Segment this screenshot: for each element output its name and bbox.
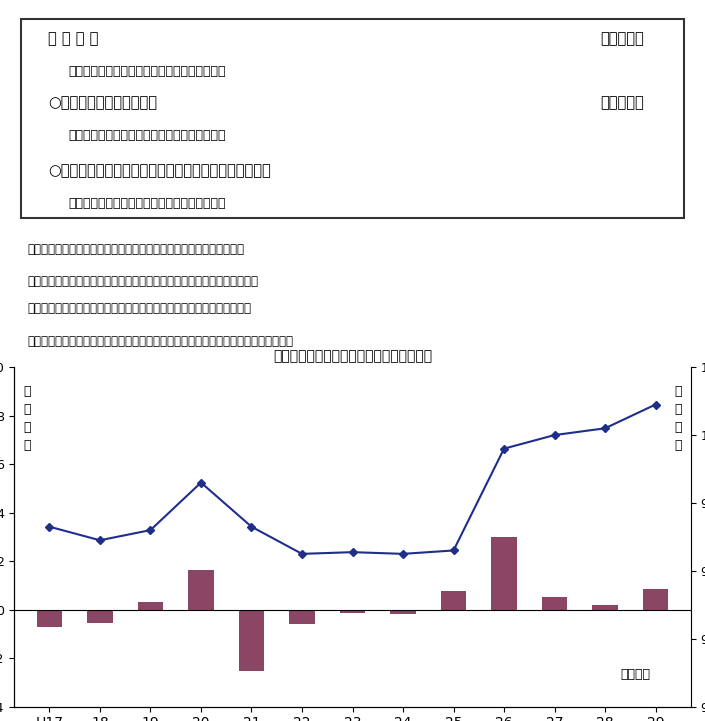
Bar [239,610,264,671]
Bar [87,610,113,623]
Text: １）指数値は、端数処理後（小数第２位を四捨五入）の数値である。: １）指数値は、端数処理後（小数第２位を四捨五入）の数値である。 [27,243,245,256]
Bar [643,589,668,610]
Text: ３）総務省統計局「小売物価統計調査」の調査票情報をもとに作成したものである。: ３）総務省統計局「小売物価統計調査」の調査票情報をもとに作成したものである。 [27,335,294,348]
Text: 公表された指数値を用いて計算した値とは一致しない場合がある。: 公表された指数値を用いて計算した値とは一致しない場合がある。 [27,302,252,315]
Text: 前
年
度
比: 前 年 度 比 [23,385,30,451]
Bar [289,610,314,624]
Text: ２）変化率、寄与度は、端数処理前の指数値を用いて計算しているため、: ２）変化率、寄与度は、端数処理前の指数値を用いて計算しているため、 [27,275,259,288]
FancyBboxPatch shape [21,19,684,218]
Bar [391,610,416,614]
Text: 総 合 指 数: 総 合 指 数 [48,32,98,47]
Bar [188,570,214,610]
Title: 鳥取市消費者物価指数（年度平均）の推移: 鳥取市消費者物価指数（年度平均）の推移 [273,349,432,363]
Text: （年度）: （年度） [620,668,651,681]
Text: 前年度比（＋）０．２％（２年連続の上昇）: 前年度比（＋）０．２％（２年連続の上昇） [68,197,226,210]
Bar [441,591,466,610]
Text: 前年度比（＋）０．８％（５年連続の上昇）: 前年度比（＋）０．８％（５年連続の上昇） [68,66,226,79]
Text: １００．７: １００．７ [600,95,644,110]
Bar [592,605,618,610]
Bar [491,537,517,610]
Bar [542,598,567,610]
Text: 前年度比（＋）０．８％（２年ぶりの上昇）: 前年度比（＋）０．８％（２年ぶりの上昇） [68,129,226,142]
Text: ○生鮮食品及びエネルギーを除く総合指数　１００．８: ○生鮮食品及びエネルギーを除く総合指数 １００．８ [48,163,271,178]
Bar [37,610,62,627]
Text: ○生鮮食品を除く総合指数: ○生鮮食品を除く総合指数 [48,95,157,110]
Text: １００．９: １００．９ [600,32,644,47]
Text: 総
合
指
数: 総 合 指 数 [675,385,682,451]
Bar [340,610,365,614]
Bar [138,602,163,610]
